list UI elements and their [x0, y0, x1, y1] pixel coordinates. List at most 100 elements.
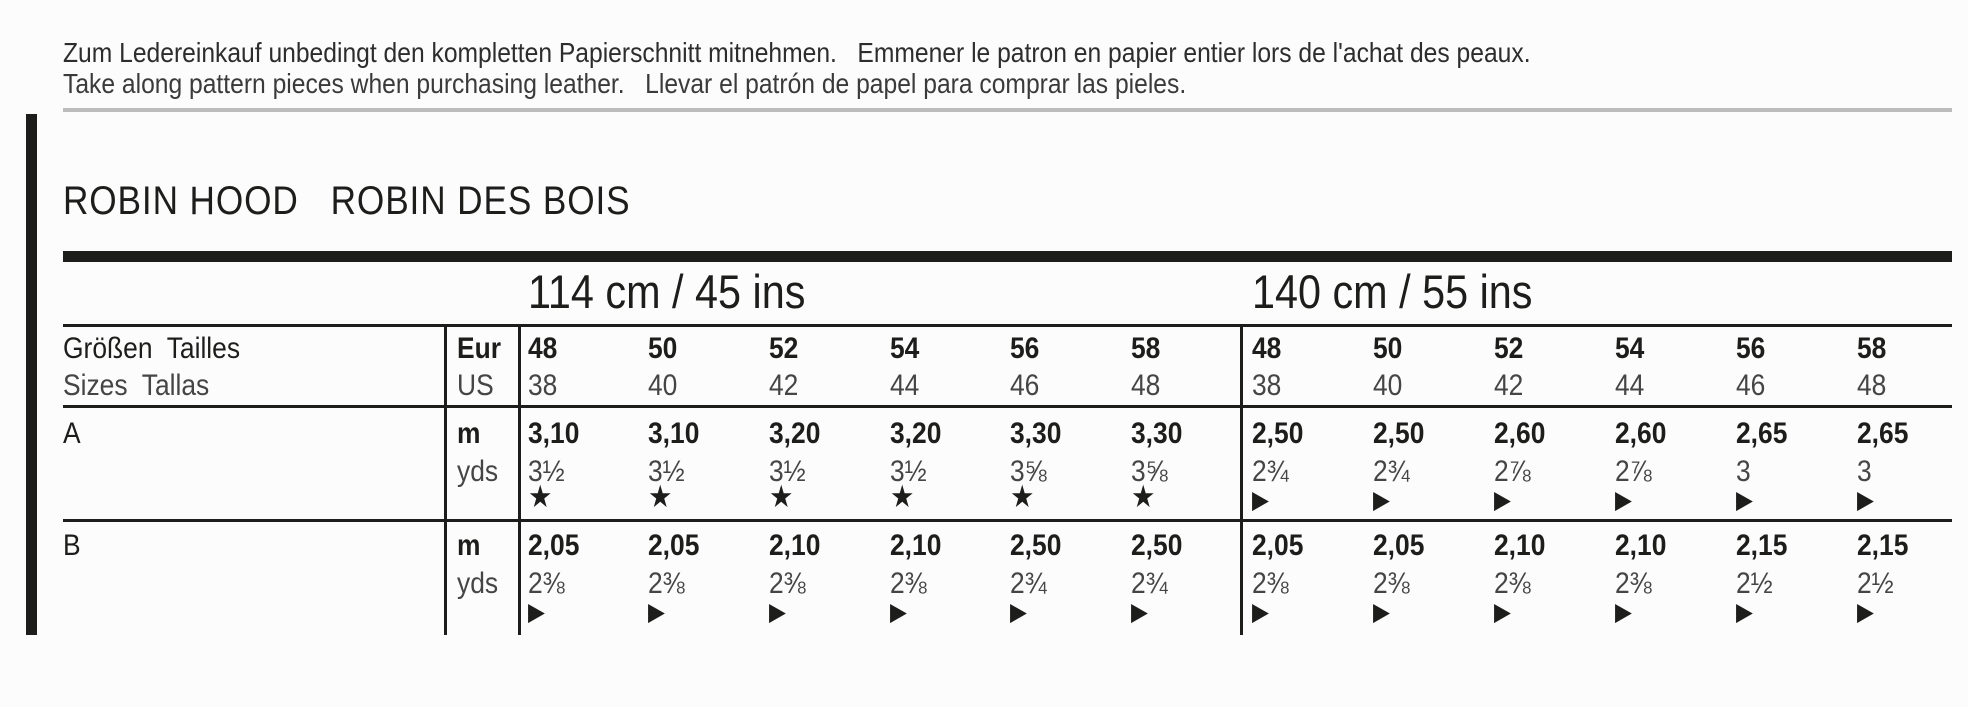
yardage-yards: 2⅜	[1615, 567, 1652, 600]
triangle-icon: ▶	[1615, 486, 1632, 514]
size-us: 42	[769, 369, 799, 402]
size-us: 38	[1252, 369, 1282, 402]
yardage-meters: 3,10	[648, 417, 700, 450]
triangle-icon: ▶	[1010, 598, 1027, 626]
notice-divider-rule	[63, 108, 1952, 112]
triangle-icon: ▶	[528, 598, 545, 626]
unit-label-m-row-a: m	[457, 417, 481, 450]
yardage-yards: 3	[1857, 455, 1872, 488]
size-eur: 52	[769, 332, 799, 365]
triangle-icon: ▶	[769, 598, 786, 626]
yardage-meters: 3,30	[1131, 417, 1183, 450]
triangle-icon: ▶	[1736, 486, 1753, 514]
pattern-title: ROBIN HOOD ROBIN DES BOIS	[63, 179, 631, 223]
fabric-width-header-114cm: 114 cm / 45 ins	[528, 265, 806, 318]
yardage-meters: 2,50	[1131, 529, 1183, 562]
yardage-meters: 2,10	[1615, 529, 1667, 562]
size-row-label-de-fr: Größen Tailles	[63, 332, 241, 365]
yardage-meters: 2,10	[1494, 529, 1546, 562]
size-eur: 56	[1010, 332, 1040, 365]
size-us: 42	[1494, 369, 1524, 402]
table-top-rule	[63, 251, 1952, 262]
yardage-yards: 3½	[890, 455, 927, 488]
size-us: 48	[1857, 369, 1887, 402]
size-eur: 54	[890, 332, 920, 365]
size-eur: 54	[1615, 332, 1645, 365]
yardage-yards: 3½	[528, 455, 565, 488]
yardage-meters: 2,05	[1252, 529, 1304, 562]
yardage-meters: 2,15	[1857, 529, 1909, 562]
yardage-yards: 2⅜	[648, 567, 685, 600]
size-us: 40	[648, 369, 678, 402]
yardage-yards: 3½	[769, 455, 806, 488]
triangle-icon: ▶	[1373, 598, 1390, 626]
yardage-meters: 2,15	[1736, 529, 1788, 562]
yardage-meters: 3,10	[528, 417, 580, 450]
yardage-meters: 2,65	[1736, 417, 1788, 450]
size-us: 48	[1131, 369, 1161, 402]
leather-purchase-notice: Zum Ledereinkauf unbedingt den komplette…	[63, 37, 1968, 99]
triangle-icon: ▶	[1857, 598, 1874, 626]
yardage-yards: 2⅜	[1252, 567, 1289, 600]
triangle-icon: ▶	[1373, 486, 1390, 514]
row-label-a: A	[63, 417, 81, 450]
yardage-yards: 2⅜	[769, 567, 806, 600]
yardage-yards: 2¾	[1131, 567, 1168, 600]
row-label-b: B	[63, 529, 81, 562]
star-icon: ★	[769, 479, 794, 514]
triangle-icon: ▶	[1252, 598, 1269, 626]
yardage-yards: 2⅞	[1494, 455, 1531, 488]
unit-label-us: US	[457, 369, 494, 402]
triangle-icon: ▶	[1857, 486, 1874, 514]
size-us: 44	[890, 369, 920, 402]
yardage-yards: 2⅞	[1615, 455, 1652, 488]
size-us: 38	[528, 369, 558, 402]
unit-label-yds-row-a: yds	[457, 455, 499, 488]
size-eur: 58	[1857, 332, 1887, 365]
table-rule-under-width-headers	[63, 324, 1952, 327]
yardage-yards: 2⅜	[528, 567, 565, 600]
table-vline-sections	[1240, 326, 1243, 635]
triangle-icon: ▶	[1131, 598, 1148, 626]
yardage-yards: 2⅜	[1373, 567, 1410, 600]
star-icon: ★	[1010, 479, 1035, 514]
star-icon: ★	[890, 479, 915, 514]
yardage-yards: 2½	[1736, 567, 1773, 600]
yardage-meters: 2,05	[528, 529, 580, 562]
table-rule-between-rows	[63, 519, 1952, 522]
yardage-yards: 3⅝	[1010, 455, 1047, 488]
size-us: 46	[1010, 369, 1040, 402]
yardage-yards: 3½	[648, 455, 685, 488]
table-vline-labels	[444, 324, 447, 635]
yardage-meters: 2,50	[1373, 417, 1425, 450]
table-vline-units	[518, 324, 521, 635]
fabric-width-header-140cm: 140 cm / 55 ins	[1252, 265, 1533, 318]
yardage-meters: 2,10	[890, 529, 942, 562]
triangle-icon: ▶	[1736, 598, 1753, 626]
yardage-yards: 2¾	[1010, 567, 1047, 600]
yardage-yards: 3⅝	[1131, 455, 1168, 488]
yardage-meters: 2,50	[1010, 529, 1062, 562]
star-icon: ★	[648, 479, 673, 514]
notice-line-de-fr: Zum Ledereinkauf unbedingt den komplette…	[63, 37, 1531, 68]
yardage-meters: 2,65	[1857, 417, 1909, 450]
yardage-meters: 3,30	[1010, 417, 1062, 450]
size-us: 46	[1736, 369, 1766, 402]
size-eur: 50	[648, 332, 678, 365]
triangle-icon: ▶	[648, 598, 665, 626]
size-eur: 58	[1131, 332, 1161, 365]
size-row-label-en-es: Sizes Tallas	[63, 369, 210, 402]
triangle-icon: ▶	[1494, 598, 1511, 626]
yardage-meters: 2,05	[648, 529, 700, 562]
size-eur: 48	[528, 332, 558, 365]
left-margin-bar	[26, 114, 37, 635]
notice-line-en-es: Take along pattern pieces when purchasin…	[63, 68, 1187, 99]
yardage-meters: 3,20	[890, 417, 942, 450]
size-eur: 52	[1494, 332, 1524, 365]
triangle-icon: ▶	[1494, 486, 1511, 514]
yardage-meters: 2,50	[1252, 417, 1304, 450]
size-eur: 50	[1373, 332, 1403, 365]
unit-label-yds-row-b: yds	[457, 567, 499, 600]
yardage-meters: 2,60	[1615, 417, 1667, 450]
